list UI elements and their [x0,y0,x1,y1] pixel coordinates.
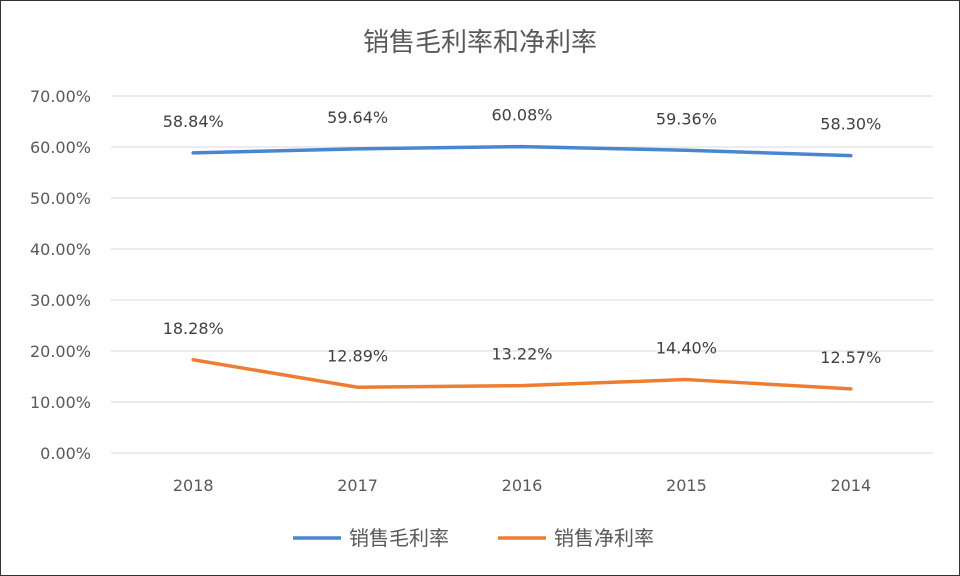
x-tick-label: 2015 [666,476,707,495]
series-line-1 [191,144,853,158]
data-label: 12.57% [820,348,881,367]
x-tick-label: 2018 [173,476,214,495]
data-label: 13.22% [491,345,552,364]
series-lines [191,144,853,391]
data-label: 59.36% [656,109,717,128]
data-label: 60.08% [491,106,552,125]
legend: 销售毛利率 销售净利率 [293,526,654,550]
legend-label: 销售净利率 [554,526,654,550]
data-label: 58.84% [163,112,224,131]
data-label: 14.40% [656,339,717,358]
y-tick-label: 20.00% [30,342,91,361]
y-axis-ticks: 0.00% 10.00% 20.00% 30.00% 40.00% 50.00% 60.00… [30,87,91,463]
legend-label: 销售毛利率 [349,526,449,550]
y-tick-label: 50.00% [30,189,91,208]
y-tick-label: 60.00% [30,138,91,157]
y-tick-label: 40.00% [30,240,91,259]
chart-title: 销售毛利率和净利率 [363,28,597,58]
x-axis-ticks: 2018 2017 2016 2015 2014 [173,476,871,495]
x-tick-label: 2016 [502,476,543,495]
y-tick-label: 0.00% [40,444,91,463]
gridlines [111,95,933,454]
y-tick-label: 10.00% [30,393,91,412]
data-labels: 58.84% 59.64% 60.08% 59.36% 58.30% 18.28% 12.8… [163,106,882,367]
x-tick-label: 2014 [830,476,871,495]
data-label: 18.28% [163,319,224,338]
x-tick-label: 2017 [337,476,378,495]
data-label: 12.89% [327,346,388,365]
data-label: 59.64% [327,108,388,127]
y-tick-label: 30.00% [30,291,91,310]
data-label: 58.30% [820,115,881,134]
series-line-2 [191,358,853,391]
y-tick-label: 70.00% [30,87,91,106]
